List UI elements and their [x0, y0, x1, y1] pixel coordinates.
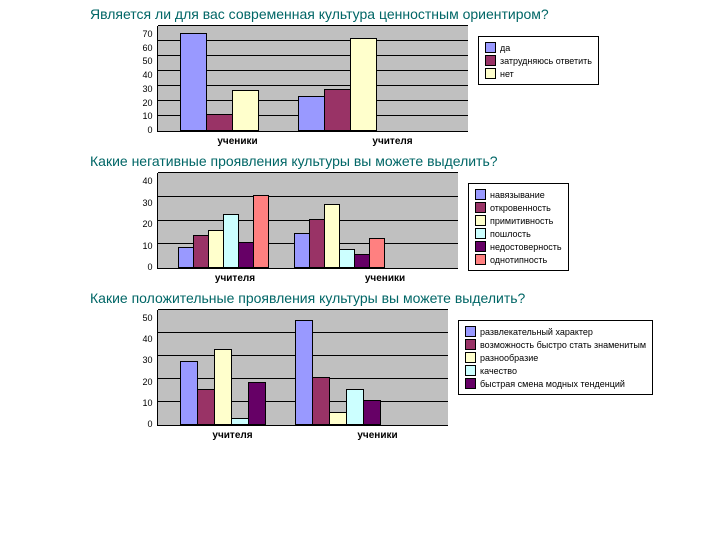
legend-label: пошлость [490, 229, 531, 239]
legend-item: быстрая смена модных тенденций [465, 377, 646, 390]
bar [324, 89, 351, 132]
legend-swatch [475, 189, 486, 200]
x-axis: ученикиучителя [160, 136, 470, 147]
legend-label: развлекательный характер [480, 327, 593, 337]
legend-item: однотипность [475, 253, 562, 266]
plot-area [157, 173, 458, 269]
legend-item: нет [485, 67, 592, 80]
legend-item: навязывание [475, 188, 562, 201]
legend-label: навязывание [490, 190, 545, 200]
legend-label: качество [480, 366, 517, 376]
bar [329, 412, 347, 426]
legend-label: разнообразие [480, 353, 538, 363]
legend-swatch [485, 42, 496, 53]
legend-swatch [475, 202, 486, 213]
bar [214, 349, 232, 425]
legend-label: да [500, 43, 510, 53]
x-axis: учителяученики [160, 430, 450, 441]
legend-label: откровенность [490, 203, 551, 213]
chart-block: 706050403020100 ученикиучителя да затрудняю… [140, 26, 720, 147]
legend-swatch [465, 339, 476, 350]
legend-label: нет [500, 69, 514, 79]
legend-swatch [485, 55, 496, 66]
legend-label: примитивность [490, 216, 553, 226]
bar [324, 204, 340, 268]
bar [346, 389, 364, 426]
legend-label: однотипность [490, 255, 547, 265]
legend-item: затрудняюсь ответить [485, 54, 592, 67]
bar [223, 214, 239, 268]
bar [238, 242, 254, 268]
legend-swatch [465, 378, 476, 389]
plot-area [157, 26, 468, 132]
legend: да затрудняюсь ответить нет [478, 36, 599, 85]
legend-item: возможность быстро стать знаменитым [465, 338, 646, 351]
bar [298, 96, 325, 131]
legend-swatch [485, 68, 496, 79]
legend-swatch [465, 352, 476, 363]
bar [350, 38, 377, 132]
legend-swatch [475, 254, 486, 265]
bar [295, 320, 313, 426]
bar [206, 114, 233, 131]
legend-label: недостоверность [490, 242, 562, 252]
bar [180, 33, 207, 131]
legend-swatch [475, 228, 486, 239]
y-axis: 403020100 [142, 173, 156, 268]
bar [253, 195, 269, 268]
legend-swatch [475, 241, 486, 252]
legend-label: затрудняюсь ответить [500, 56, 592, 66]
legend-item: пошлость [475, 227, 562, 240]
legend-swatch [475, 215, 486, 226]
bar [339, 249, 355, 268]
legend-item: откровенность [475, 201, 562, 214]
legend-label: быстрая смена модных тенденций [480, 379, 625, 389]
y-axis: 706050403020100 [142, 26, 156, 131]
y-axis: 50403020100 [142, 310, 156, 425]
bar [294, 233, 310, 268]
legend: навязывание откровенность примитивность пош… [468, 183, 569, 271]
bar [232, 90, 259, 131]
chart-block: 50403020100 учителяученики развлекательный… [140, 310, 720, 441]
bar [231, 418, 249, 425]
bar [197, 389, 215, 426]
legend-item: недостоверность [475, 240, 562, 253]
bar [309, 219, 325, 269]
bar [248, 382, 266, 425]
legend-item: примитивность [475, 214, 562, 227]
chart-title: Какие негативные проявления культуры вы … [90, 153, 720, 169]
legend-item: разнообразие [465, 351, 646, 364]
chart-block: 403020100 учителяученики навязывание откров… [140, 173, 720, 284]
legend-swatch [465, 326, 476, 337]
bar [193, 235, 209, 268]
legend-item: развлекательный характер [465, 325, 646, 338]
bar [180, 361, 198, 425]
legend-item: качество [465, 364, 646, 377]
legend-label: возможность быстро стать знаменитым [480, 340, 646, 350]
chart-title: Является ли для вас современная культура… [90, 6, 720, 22]
bar [312, 377, 330, 425]
plot-area [157, 310, 448, 426]
bar [178, 247, 194, 268]
bar [208, 230, 224, 268]
bar [369, 238, 385, 269]
legend-swatch [465, 365, 476, 376]
legend-item: да [485, 41, 592, 54]
chart-title: Какие положительные проявления культуры … [90, 290, 720, 306]
bar [363, 400, 381, 425]
legend: развлекательный характер возможность быст… [458, 320, 653, 395]
x-axis: учителяученики [160, 273, 460, 284]
bar [354, 254, 370, 268]
